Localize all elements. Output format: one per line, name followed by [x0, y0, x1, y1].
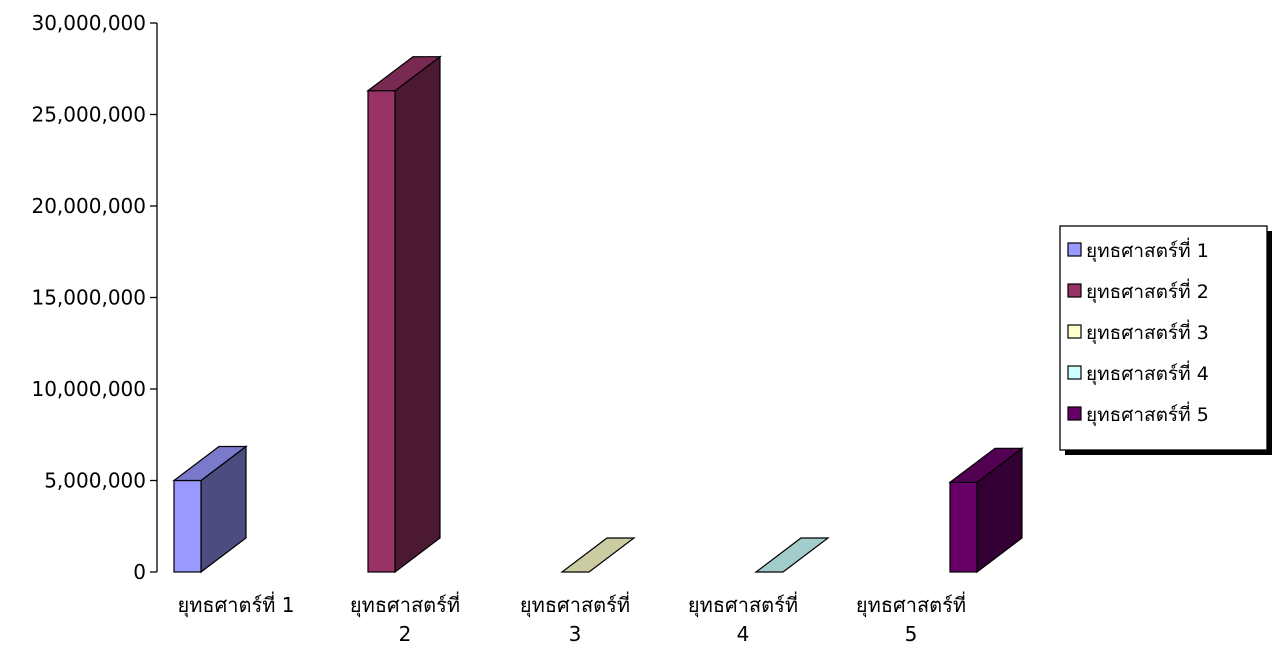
y-tick-label: 20,000,000 — [31, 194, 146, 218]
legend-swatch — [1067, 283, 1082, 298]
y-tick-label: 25,000,000 — [31, 103, 146, 127]
x-tick-label: ยุทธศาสตร์ที่ 2 — [350, 591, 460, 646]
bar-front — [367, 90, 396, 573]
y-tick-label: 5,000,000 — [44, 469, 146, 493]
bar-top — [560, 537, 636, 573]
bar — [172, 445, 248, 574]
bar-top — [366, 56, 442, 92]
legend-swatch — [1067, 242, 1082, 257]
legend-label: ยุทธศาสตร์ที่ 5 — [1086, 401, 1209, 427]
bars — [172, 55, 1024, 574]
bar-top — [754, 537, 830, 573]
y-tick-label: 0 — [133, 560, 146, 584]
bar-front — [949, 481, 978, 573]
x-tick-label: ยุทธศาสตร์ที่ 3 — [520, 591, 630, 646]
x-axis-labels: ยุทธศาตร์ที่ 1 ยุทธศาสตร์ที่ 2 ยุทธศาสตร์ที… — [177, 591, 966, 646]
x-tick-label: ยุทธศาสตร์ที่ 4 — [688, 591, 798, 646]
bar — [560, 537, 636, 573]
bar-side — [394, 55, 441, 574]
legend-box — [1059, 225, 1268, 451]
bar — [754, 537, 830, 573]
y-axis: 0 5,000,000 10,000,000 15,000,000 20,000,000… — [31, 11, 158, 584]
bar — [948, 447, 1024, 574]
bar-front — [173, 479, 202, 573]
x-tick-label: ยุทธศาสตร์ที่ 5 — [856, 591, 966, 646]
y-tick-label: 15,000,000 — [31, 286, 146, 310]
y-tick-label: 30,000,000 — [31, 11, 146, 35]
y-tick-label: 10,000,000 — [31, 377, 146, 401]
bar-top — [172, 445, 248, 482]
legend-swatch — [1067, 324, 1082, 339]
x-tick-label: ยุทธศาตร์ที่ 1 — [177, 591, 294, 618]
legend-label: ยุทธศาสตร์ที่ 4 — [1086, 360, 1209, 386]
bar — [366, 55, 442, 574]
legend-label: ยุทธศาสตร์ที่ 1 — [1086, 237, 1209, 263]
legend-swatch — [1067, 406, 1082, 421]
legend-label: ยุทธศาสตร์ที่ 2 — [1086, 278, 1209, 304]
legend-swatch — [1067, 365, 1082, 380]
legend: ยุทธศาสตร์ที่ 1 ยุทธศาสตร์ที่ 2 ยุทธศาสตร์… — [1059, 225, 1272, 455]
bar-top — [948, 447, 1024, 483]
legend-label: ยุทธศาสตร์ที่ 3 — [1086, 319, 1209, 345]
